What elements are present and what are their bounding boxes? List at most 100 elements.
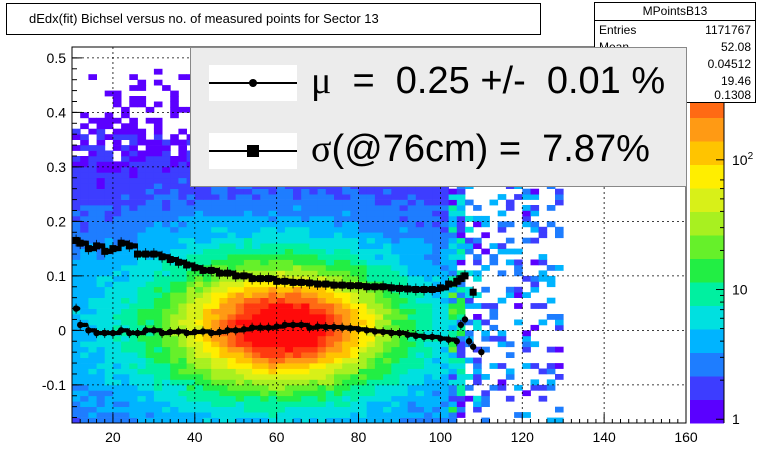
heatmap-cell xyxy=(137,390,147,397)
sigma-point-fill xyxy=(231,270,237,276)
heatmap-cell xyxy=(112,232,122,239)
heatmap-cell xyxy=(325,314,335,320)
heatmap-cell xyxy=(145,412,155,418)
heatmap-cell xyxy=(317,406,327,413)
heatmap-cell xyxy=(112,128,122,135)
heatmap-cell xyxy=(350,243,359,249)
heatmap-cell xyxy=(317,292,327,298)
heatmap-cell xyxy=(383,406,392,413)
heatmap-cell xyxy=(424,243,433,249)
heatmap-cell xyxy=(481,319,490,326)
heatmap-cell xyxy=(366,330,376,337)
heatmap-cell xyxy=(440,401,449,407)
heatmap-cell xyxy=(342,406,351,413)
heatmap-cell xyxy=(276,303,286,309)
heatmap-cell xyxy=(374,297,384,304)
heatmap-cell xyxy=(162,412,171,418)
heatmap-cell xyxy=(129,199,138,206)
heatmap-cell xyxy=(203,384,212,391)
heatmap-cell xyxy=(88,384,97,391)
heatmap-cell xyxy=(178,172,187,179)
heatmap-cell xyxy=(260,319,269,326)
heatmap-cell xyxy=(276,406,286,413)
heatmap-cell xyxy=(301,341,310,348)
heatmap-cell xyxy=(260,368,269,375)
heatmap-cell xyxy=(219,412,228,418)
heatmap-cell xyxy=(153,226,163,233)
heatmap-cell xyxy=(415,319,425,326)
heatmap-cell xyxy=(555,319,564,326)
heatmap-cell xyxy=(522,237,531,244)
heatmap-cell xyxy=(391,357,400,364)
heatmap-cell xyxy=(112,357,122,364)
heatmap-cell xyxy=(186,335,196,342)
heatmap-cell xyxy=(268,221,278,228)
heatmap-cell xyxy=(276,384,286,391)
heatmap-cell xyxy=(350,308,359,315)
heatmap-cell xyxy=(88,243,97,249)
sigma-point-fill xyxy=(198,265,204,271)
heatmap-cell xyxy=(194,314,204,320)
heatmap-cell xyxy=(391,297,400,304)
heatmap-cell xyxy=(342,259,351,266)
heatmap-cell xyxy=(465,374,474,380)
heatmap-cell xyxy=(432,270,441,277)
heatmap-cell xyxy=(137,303,147,309)
heatmap-cell xyxy=(456,401,466,407)
heatmap-cell xyxy=(186,363,196,369)
heatmap-cell xyxy=(473,319,482,326)
heatmap-cell xyxy=(309,248,318,255)
heatmap-cell xyxy=(415,237,425,244)
heatmap-cell xyxy=(293,363,302,369)
heatmap-cell xyxy=(522,275,531,282)
heatmap-cell xyxy=(350,341,359,348)
heatmap-cell xyxy=(383,292,392,298)
heatmap-cell xyxy=(407,319,417,326)
x-tick-label: 140 xyxy=(592,429,616,445)
heatmap-cell xyxy=(432,254,441,260)
heatmap-cell xyxy=(178,205,187,211)
sigma-point-fill xyxy=(444,285,450,291)
heatmap-cell xyxy=(129,265,138,271)
heatmap-cell xyxy=(350,390,359,397)
heatmap-cell xyxy=(366,319,376,326)
heatmap-cell xyxy=(129,357,138,364)
heatmap-cell xyxy=(309,286,318,293)
heatmap-cell xyxy=(227,314,237,320)
heatmap-cell xyxy=(96,183,106,189)
heatmap-cell xyxy=(243,412,253,418)
x-tick-label: 40 xyxy=(187,429,203,445)
heatmap-cell xyxy=(243,374,253,380)
heatmap-cell xyxy=(350,417,359,423)
heatmap-cell xyxy=(407,314,417,320)
heatmap-cell xyxy=(80,319,89,326)
heatmap-cell xyxy=(350,357,359,364)
heatmap-cell xyxy=(194,232,204,239)
heatmap-cell xyxy=(383,363,392,369)
heatmap-cell xyxy=(153,210,163,217)
heatmap-cell xyxy=(530,303,540,309)
heatmap-cell xyxy=(260,390,269,397)
heatmap-cell xyxy=(497,221,507,228)
heatmap-cell xyxy=(497,194,507,200)
heatmap-cell xyxy=(72,330,81,337)
heatmap-cell xyxy=(538,270,548,277)
heatmap-cell xyxy=(112,406,122,413)
heatmap-cell xyxy=(104,183,114,189)
heatmap-cell xyxy=(317,346,327,353)
heatmap-cell xyxy=(325,341,335,348)
heatmap-cell xyxy=(227,237,237,244)
heatmap-cell xyxy=(252,281,261,288)
heatmap-cell xyxy=(334,352,343,358)
heatmap-cell xyxy=(129,308,138,315)
heatmap-cell xyxy=(170,335,179,342)
heatmap-cell xyxy=(121,286,130,293)
heatmap-cell xyxy=(391,194,400,200)
heatmap-cell xyxy=(227,417,237,423)
heatmap-cell xyxy=(178,177,187,184)
heatmap-cell xyxy=(129,259,138,266)
heatmap-cell xyxy=(203,270,212,277)
heatmap-cell xyxy=(129,156,138,162)
heatmap-cell xyxy=(383,259,392,266)
heatmap-cell xyxy=(88,145,97,151)
